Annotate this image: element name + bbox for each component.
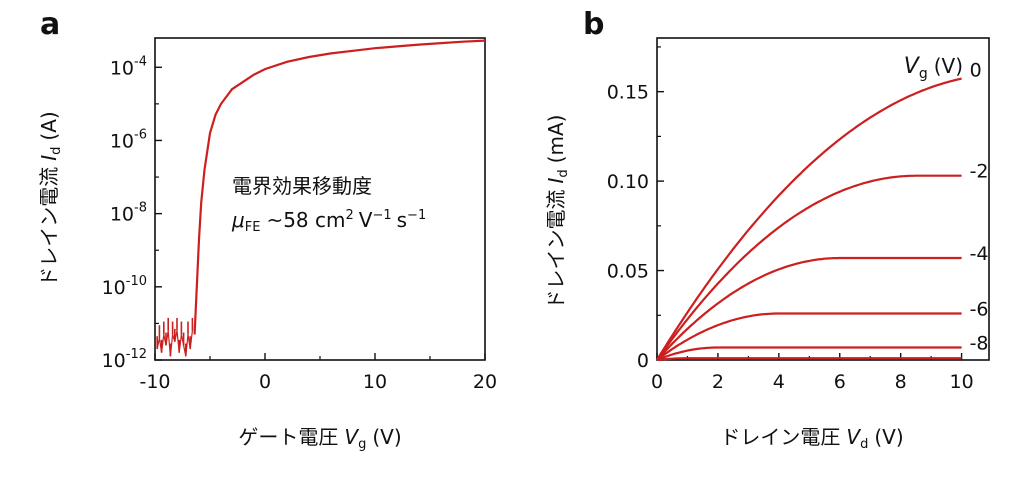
panel-b-xtick-label: 0 bbox=[651, 371, 663, 393]
panel-a-ytick-label: 10-10 bbox=[102, 274, 147, 299]
panel-a-noise-line bbox=[156, 330, 193, 357]
panel-b-frame bbox=[656, 37, 990, 361]
panel-b-curve-labels: 0 -2 -4 -6 -8 bbox=[970, 60, 989, 355]
panel-a-xtick-label: 20 bbox=[473, 371, 497, 393]
panel-letter-b: b bbox=[583, 7, 604, 42]
panel-b-ytick-label: 0.15 bbox=[607, 82, 649, 104]
panel-a: a -10 0 10 20 10-12 10-10 10-8 10-6 10-4 電界効果移動度… bbox=[37, 7, 497, 452]
panel-b-ytick-label: 0.10 bbox=[607, 171, 649, 193]
output-curve-off bbox=[656, 357, 962, 362]
panel-a-transfer-curve bbox=[193, 39, 486, 335]
curve-label-vg: -6 bbox=[970, 298, 989, 320]
panel-a-ytick-label: 10-4 bbox=[110, 54, 147, 79]
mobility-annotation-title: 電界効果移動度 bbox=[232, 174, 372, 198]
output-curve-vg bbox=[656, 346, 962, 362]
panel-b: b 0 2 4 6 8 10 0 0.05 0.10 0.15 0 -2 -4 -6 -8 Vg (V) ド… bbox=[544, 7, 990, 452]
panel-letter-a: a bbox=[40, 7, 60, 42]
panel-b-xtick-label: 8 bbox=[895, 371, 907, 393]
panel-b-xlabel: ドレイン電圧 Vd (V) bbox=[720, 425, 903, 452]
panel-a-xlabel: ゲート電圧 Vg (V) bbox=[238, 425, 401, 452]
panel-a-xtick-label: -10 bbox=[139, 371, 170, 393]
curve-label-vg: -2 bbox=[970, 161, 989, 183]
panel-b-ylabel: ドレイン電流Id(mA) bbox=[544, 115, 571, 310]
curve-label-vg: 0 bbox=[970, 60, 982, 82]
panel-a-ytick-label: 10-12 bbox=[102, 347, 147, 372]
panel-b-output-curves bbox=[656, 77, 962, 362]
panel-a-ytick-label: 10-8 bbox=[110, 201, 147, 226]
panel-b-xtick-label: 10 bbox=[949, 371, 973, 393]
output-curve-vg bbox=[656, 312, 962, 361]
panel-a-ylabel: ドレイン電流Id(A) bbox=[37, 111, 64, 286]
output-curve-vg bbox=[656, 174, 962, 361]
panel-a-frame bbox=[154, 37, 486, 361]
curve-label-vg: -8 bbox=[970, 332, 989, 354]
panel-a-xtick-label: 0 bbox=[259, 371, 271, 393]
panel-b-xtick-label: 6 bbox=[834, 371, 846, 393]
panel-b-ytick-label: 0.05 bbox=[607, 261, 649, 283]
panel-b-ticks: 0 2 4 6 8 10 0 0.05 0.10 0.15 bbox=[607, 46, 974, 393]
panel-b-legend-title: Vg (V) bbox=[904, 54, 963, 82]
panel-b-ytick-label: 0 bbox=[637, 350, 649, 372]
panel-a-xtick-label: 10 bbox=[363, 371, 387, 393]
curve-label-vg: -4 bbox=[970, 243, 989, 265]
output-curve-vg bbox=[656, 77, 962, 361]
panel-b-xtick-label: 2 bbox=[712, 371, 724, 393]
panel-a-noise-trace bbox=[156, 317, 194, 357]
panel-a-ticks: -10 0 10 20 10-12 10-10 10-8 10-6 10-4 bbox=[102, 54, 498, 393]
mobility-annotation-value: μFE ~58 cm2 V−1 s−1 bbox=[231, 208, 426, 235]
output-curve-vg bbox=[656, 256, 962, 361]
panel-b-xtick-label: 4 bbox=[773, 371, 785, 393]
panel-a-ytick-label: 10-6 bbox=[110, 127, 147, 152]
